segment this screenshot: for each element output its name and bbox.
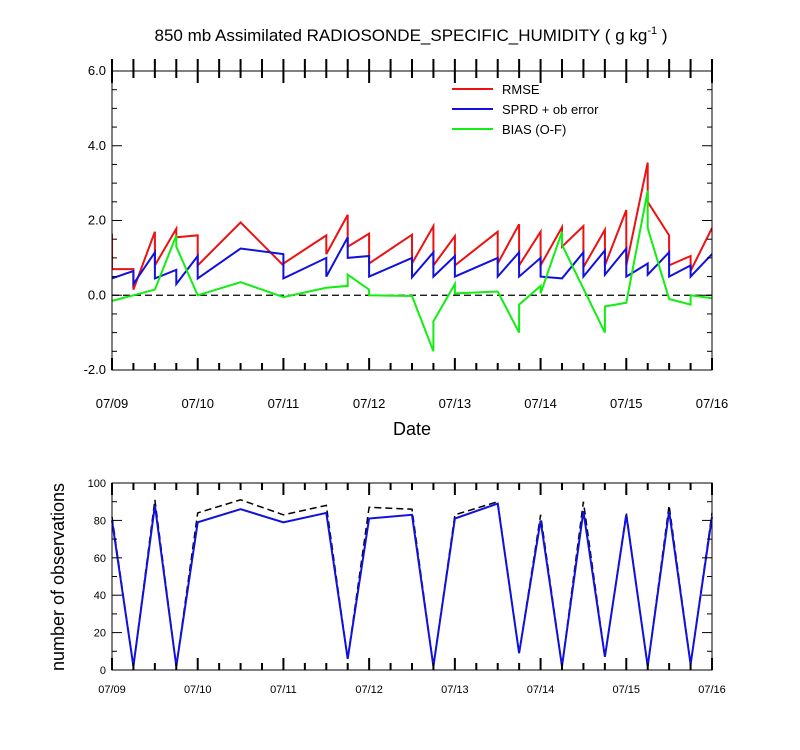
bottom-series-group xyxy=(111,499,713,667)
x-tick-label: 07/11 xyxy=(268,396,300,411)
x-tick-label: 07/14 xyxy=(524,396,557,411)
y-tick-label: 100 xyxy=(88,478,106,490)
x-tick-label: 07/09 xyxy=(98,684,126,696)
x-tick-label: 07/13 xyxy=(441,684,469,696)
series-line-possible xyxy=(111,499,713,667)
top-ticks: 07/09 07/10 07/11 07/12 07/13 07/14 07/15 07/16… xyxy=(84,59,729,411)
legend-label: RMSE xyxy=(502,82,540,97)
series-line-bias-o-f xyxy=(112,190,712,352)
chart-title-suffix: ) xyxy=(657,26,667,45)
x-tick-label: 07/09 xyxy=(96,396,129,411)
y-tick-label: 20 xyxy=(94,628,106,640)
bottom-ticks: 07/09 07/10 07/11 07/12 07/13 07/14 07/15 07/16… xyxy=(88,478,726,696)
y-tick-label: 0.0 xyxy=(88,287,106,302)
x-tick-label: 07/16 xyxy=(696,396,729,411)
x-tick-label: 07/12 xyxy=(353,396,386,411)
x-tick-label: 07/13 xyxy=(439,396,472,411)
top-panel: 07/09 07/10 07/11 07/12 07/13 07/14 07/15 07/16… xyxy=(84,59,729,411)
y-tick-label: 80 xyxy=(94,515,106,527)
series-line-used xyxy=(111,502,713,667)
y-tick-label: 60 xyxy=(94,553,106,565)
bottom-panel: 07/09 07/10 07/11 07/12 07/13 07/14 07/15 07/16… xyxy=(88,478,726,696)
top-series-group xyxy=(112,162,712,352)
chart-title-prefix: 850 mb Assimilated RADIOSONDE_SPECIFIC_H… xyxy=(155,26,648,45)
x-tick-label: 07/15 xyxy=(613,684,641,696)
x-tick-label: 07/16 xyxy=(698,684,726,696)
series-line-rmse xyxy=(112,162,712,290)
x-tick-label: 07/14 xyxy=(527,684,555,696)
legend: RMSE SPRD + ob error BIAS (O-F) xyxy=(452,82,599,137)
y-tick-label: -2.0 xyxy=(84,362,106,377)
y-tick-label: 4.0 xyxy=(88,138,106,153)
y-axis-title-observations: number of observations xyxy=(48,483,68,671)
y-tick-label: 0 xyxy=(100,665,106,677)
legend-label: SPRD + ob error xyxy=(502,102,599,117)
y-tick-label: 40 xyxy=(94,590,106,602)
chart-title-superscript: -1 xyxy=(647,25,657,37)
y-tick-label: 2.0 xyxy=(88,213,106,228)
legend-label: BIAS (O-F) xyxy=(502,122,566,137)
series-line-sprd-ob-error xyxy=(112,236,712,288)
chart-title: 850 mb Assimilated RADIOSONDE_SPECIFIC_H… xyxy=(155,25,668,45)
x-tick-label: 07/10 xyxy=(184,684,212,696)
x-tick-label: 07/15 xyxy=(610,396,643,411)
y-tick-label: 6.0 xyxy=(88,63,106,78)
x-tick-label: 07/11 xyxy=(270,684,297,696)
x-tick-label: 07/10 xyxy=(181,396,214,411)
x-axis-title: Date xyxy=(393,419,431,439)
x-tick-label: 07/12 xyxy=(355,684,383,696)
